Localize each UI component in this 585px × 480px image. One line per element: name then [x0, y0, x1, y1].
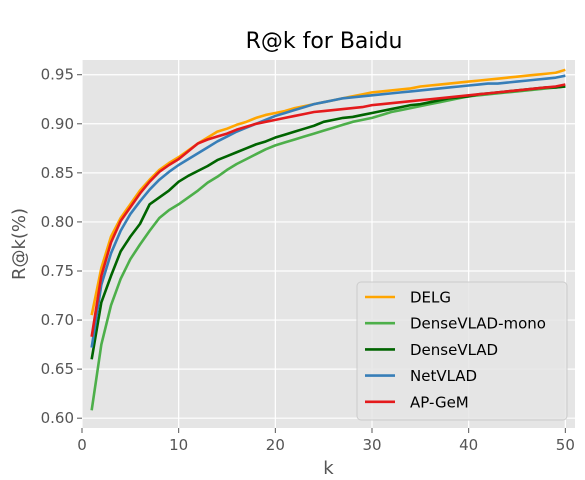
legend: DELG DenseVLAD-mono DenseVLAD NetVLAD AP-GeM: [356, 281, 568, 421]
y-tick-label: 0.90: [41, 115, 74, 133]
x-tick-label: 20: [266, 436, 285, 454]
legend-label: DenseVLAD: [410, 341, 498, 359]
y-tick-label: 0.95: [41, 66, 74, 84]
x-axis-ticks: 0 10 20 30 40 50: [77, 428, 575, 454]
y-tick-label: 0.75: [41, 262, 74, 280]
x-axis-label: k: [323, 458, 334, 479]
series-line-ap-gem: [90, 83, 566, 337]
x-tick-label: 0: [77, 436, 87, 454]
legend-label: DenseVLAD-mono: [410, 315, 546, 333]
x-tick-label: 50: [556, 436, 575, 454]
y-axis-label: R@k(%): [9, 208, 30, 280]
y-tick-label: 0.85: [41, 164, 74, 182]
y-tick-label: 0.70: [41, 311, 74, 329]
legend-label: AP-GeM: [410, 393, 469, 411]
x-tick-label: 30: [362, 436, 381, 454]
series-line-netvlad: [90, 74, 566, 348]
y-tick-label: 0.60: [41, 409, 74, 427]
legend-box: [356, 281, 568, 421]
legend-label: NetVLAD: [410, 367, 477, 385]
y-axis-ticks: 0.60 0.65 0.70 0.75 0.80 0.85 0.90 0.95: [41, 66, 82, 427]
chart-title: R@k for Baidu: [246, 29, 403, 54]
x-tick-label: 40: [459, 436, 478, 454]
grid-lines: [81, 60, 575, 428]
x-tick-label: 10: [169, 436, 188, 454]
series-lines: [90, 68, 566, 411]
y-tick-label: 0.80: [41, 213, 74, 231]
y-tick-label: 0.65: [41, 360, 74, 378]
legend-label: DELG: [410, 289, 451, 307]
